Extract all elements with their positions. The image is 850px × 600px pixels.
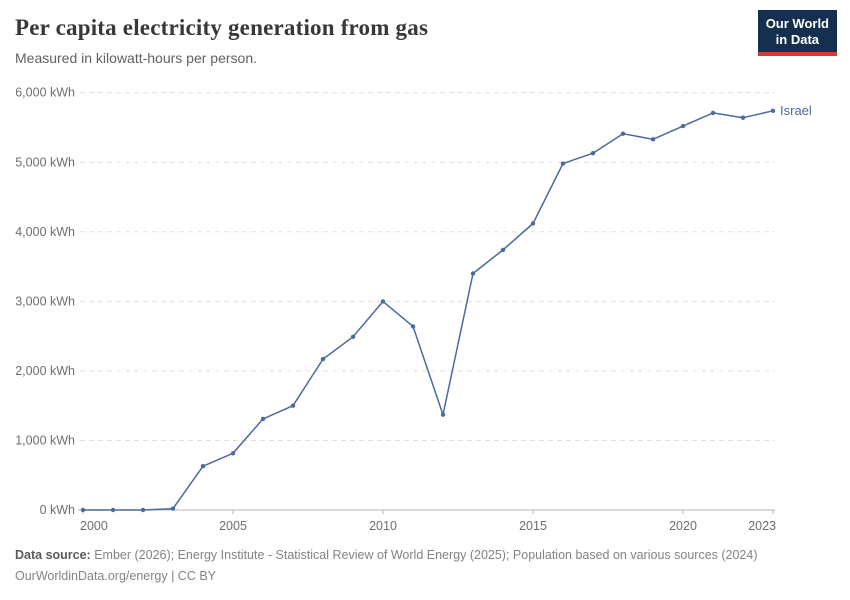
- y-axis-tick-label: 6,000 kWh: [15, 86, 75, 100]
- data-source-line: Data source: Ember (2026); Energy Instit…: [15, 545, 758, 566]
- data-point[interactable]: [740, 115, 746, 120]
- y-axis-tick-label: 5,000 kWh: [15, 155, 75, 169]
- data-point[interactable]: [80, 507, 86, 513]
- data-source-text: Ember (2026); Energy Institute - Statist…: [90, 548, 758, 562]
- data-point[interactable]: [560, 161, 566, 166]
- data-source-label: Data source:: [15, 548, 91, 562]
- page-title: Per capita electricity generation from g…: [15, 15, 429, 40]
- series-line[interactable]: [82, 110, 774, 511]
- data-point[interactable]: [140, 507, 146, 513]
- y-axis-tick-label: 2,000 kWh: [15, 364, 75, 378]
- data-point[interactable]: [710, 110, 716, 116]
- y-axis-tick-label: 3,000 kWh: [15, 294, 75, 308]
- owid-logo-line1: Our World: [765, 16, 829, 31]
- data-point[interactable]: [680, 123, 686, 129]
- owid-logo-line2: in Data: [775, 32, 820, 47]
- data-point[interactable]: [770, 108, 776, 114]
- data-point[interactable]: [320, 356, 326, 362]
- data-point[interactable]: [530, 221, 536, 226]
- x-axis-tick-label: 2015: [519, 519, 547, 533]
- data-point[interactable]: [650, 137, 656, 142]
- data-point[interactable]: [470, 271, 476, 276]
- data-point[interactable]: [590, 151, 596, 156]
- chart-subtitle: Measured in kilowatt-hours per person.: [15, 50, 258, 66]
- data-point[interactable]: [290, 403, 296, 408]
- series-end-label[interactable]: Israel: [780, 103, 812, 118]
- data-point[interactable]: [620, 131, 626, 136]
- x-axis-tick-label: 2020: [669, 519, 697, 533]
- y-axis-tick-label: 4,000 kWh: [15, 225, 75, 239]
- data-point[interactable]: [380, 299, 386, 304]
- license-line: OurWorldinData.org/energy | CC BY: [15, 566, 758, 587]
- data-point[interactable]: [260, 416, 266, 422]
- chart-footer: Data source: Ember (2026); Energy Instit…: [15, 545, 758, 587]
- x-axis-tick-label: 2023: [748, 519, 776, 533]
- owid-logo[interactable]: Our World in Data: [757, 10, 837, 56]
- data-point[interactable]: [200, 464, 206, 469]
- data-point[interactable]: [500, 247, 506, 253]
- data-point[interactable]: [110, 507, 116, 513]
- y-axis-tick-label: 0 kWh: [40, 503, 75, 517]
- x-axis-tick-label: 2010: [369, 519, 397, 533]
- license-url[interactable]: OurWorldinData.org/energy | CC BY: [15, 569, 217, 583]
- data-point[interactable]: [230, 451, 236, 456]
- data-point[interactable]: [170, 506, 176, 511]
- x-axis-tick-label: 2000: [80, 519, 108, 533]
- data-point[interactable]: [440, 412, 446, 417]
- x-axis-tick-label: 2005: [219, 519, 247, 533]
- data-point[interactable]: [350, 334, 356, 339]
- data-point[interactable]: [410, 324, 416, 329]
- y-axis-tick-label: 1,000 kWh: [15, 433, 75, 447]
